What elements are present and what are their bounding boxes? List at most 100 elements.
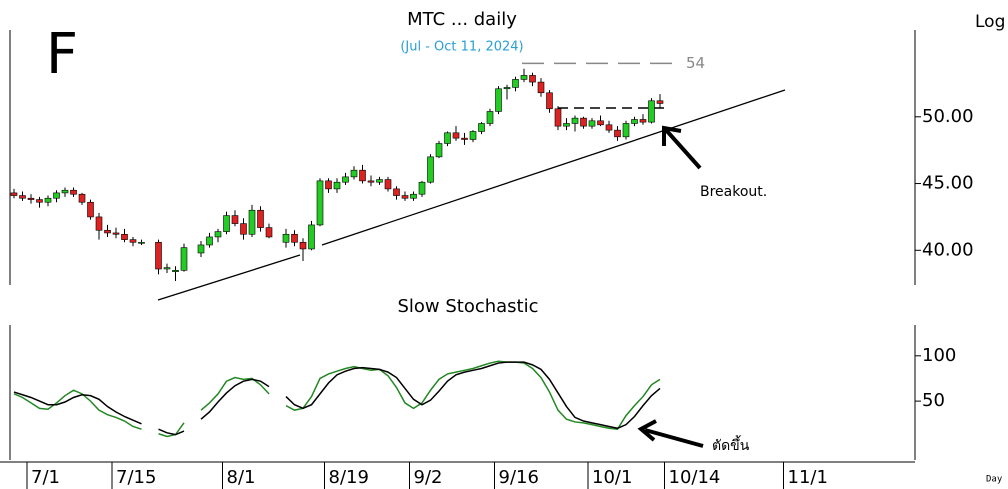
candle-body bbox=[155, 241, 162, 270]
candle-body bbox=[418, 181, 426, 195]
candle-body bbox=[316, 180, 324, 226]
stochastic-line bbox=[13, 361, 661, 436]
candle-body bbox=[206, 236, 213, 246]
candle-body bbox=[19, 195, 26, 199]
candle-body bbox=[393, 188, 400, 196]
candle-body bbox=[597, 120, 604, 126]
candle-body bbox=[367, 180, 375, 183]
x-tick-label: 8/19 bbox=[329, 467, 369, 488]
scale-label: Log bbox=[975, 12, 1005, 32]
panel-letter: F bbox=[46, 22, 78, 87]
candle-body bbox=[10, 192, 18, 196]
candle-body bbox=[121, 233, 128, 240]
candle-body bbox=[70, 189, 77, 195]
candle-body bbox=[333, 181, 341, 190]
candle-body bbox=[469, 131, 477, 140]
candle-body bbox=[427, 156, 434, 183]
candle-body bbox=[512, 79, 519, 88]
candle-body bbox=[61, 189, 69, 194]
candle-body bbox=[384, 179, 392, 190]
candle-body bbox=[248, 209, 256, 235]
arrow-head bbox=[637, 419, 657, 442]
candle-body bbox=[27, 197, 35, 200]
x-tick-label: 7/15 bbox=[116, 467, 156, 488]
x-tick-label: 10/14 bbox=[669, 467, 721, 488]
candle-body bbox=[163, 267, 171, 270]
candle-body bbox=[231, 215, 239, 224]
candle-body bbox=[359, 169, 366, 182]
candle-body bbox=[180, 247, 188, 271]
candle-body bbox=[563, 123, 570, 127]
candle-body bbox=[223, 215, 230, 232]
candle-body bbox=[520, 75, 528, 80]
candle-body bbox=[104, 229, 111, 234]
candle-body bbox=[342, 176, 349, 183]
candle-body bbox=[656, 100, 664, 104]
period-label: Day bbox=[986, 475, 1003, 485]
annotation: Breakout. bbox=[700, 184, 767, 200]
candle-body bbox=[95, 216, 103, 231]
chart-subtitle: (Jul - Oct 11, 2024) bbox=[400, 40, 523, 55]
candle-body bbox=[214, 231, 222, 238]
candle-body bbox=[78, 193, 86, 203]
y-tick-label: 100 bbox=[922, 345, 956, 366]
candle-body bbox=[401, 195, 409, 199]
candle-body bbox=[172, 270, 179, 272]
x-tick-label: 8/1 bbox=[227, 467, 256, 488]
candle-body bbox=[478, 123, 485, 132]
candle-body bbox=[495, 88, 502, 112]
trend-line bbox=[321, 89, 786, 246]
candle-body bbox=[529, 75, 536, 83]
indicator-title: Slow Stochastic bbox=[397, 296, 538, 317]
candle-body bbox=[554, 108, 562, 127]
candle-body bbox=[461, 137, 468, 140]
candle-body bbox=[240, 223, 247, 235]
candle-body bbox=[588, 120, 596, 127]
candle-body bbox=[648, 100, 655, 123]
x-tick-label: 7/1 bbox=[31, 467, 60, 488]
candle-body bbox=[53, 192, 60, 199]
y-tick-label: 45.00 bbox=[922, 173, 974, 194]
candle-body bbox=[138, 241, 145, 244]
y-tick-label: 50.00 bbox=[922, 106, 974, 127]
candle-body bbox=[325, 180, 332, 190]
candle-body bbox=[350, 169, 358, 178]
candle-body bbox=[197, 244, 205, 254]
stochastic-line bbox=[13, 360, 661, 438]
y-tick-label: 40.00 bbox=[922, 239, 974, 260]
y-tick-label: 50 bbox=[922, 390, 945, 411]
candle-body bbox=[503, 87, 511, 90]
candle-body bbox=[44, 197, 52, 203]
x-tick-label: 10/1 bbox=[592, 467, 632, 488]
candle-body bbox=[291, 233, 298, 243]
candle-body bbox=[376, 179, 383, 183]
candle-body bbox=[546, 92, 553, 110]
candle-body bbox=[308, 224, 315, 250]
candle-body bbox=[639, 119, 647, 123]
candle-body bbox=[631, 119, 638, 124]
candle-body bbox=[129, 239, 137, 243]
candle-body bbox=[605, 124, 613, 131]
candle-body bbox=[614, 129, 621, 138]
candle-body bbox=[299, 241, 307, 250]
chart-title: MTC ... daily bbox=[407, 9, 517, 30]
arrow bbox=[664, 128, 702, 170]
candle-body bbox=[410, 193, 417, 199]
level-label: 54 bbox=[686, 54, 705, 72]
annotation: ตัดขึ้น bbox=[712, 435, 750, 454]
candle-body bbox=[282, 233, 290, 243]
candle-body bbox=[36, 199, 43, 203]
candle-body bbox=[537, 81, 545, 94]
candle-body bbox=[486, 111, 494, 124]
x-tick-label: 11/1 bbox=[788, 467, 828, 488]
trend-line bbox=[157, 254, 301, 301]
candle-body bbox=[444, 132, 451, 144]
x-tick-label: 9/16 bbox=[499, 467, 539, 488]
candle-body bbox=[435, 143, 443, 158]
candle-body bbox=[112, 232, 120, 235]
candle-body bbox=[265, 227, 273, 238]
arrow-head bbox=[662, 125, 682, 146]
candle-body bbox=[87, 201, 94, 218]
